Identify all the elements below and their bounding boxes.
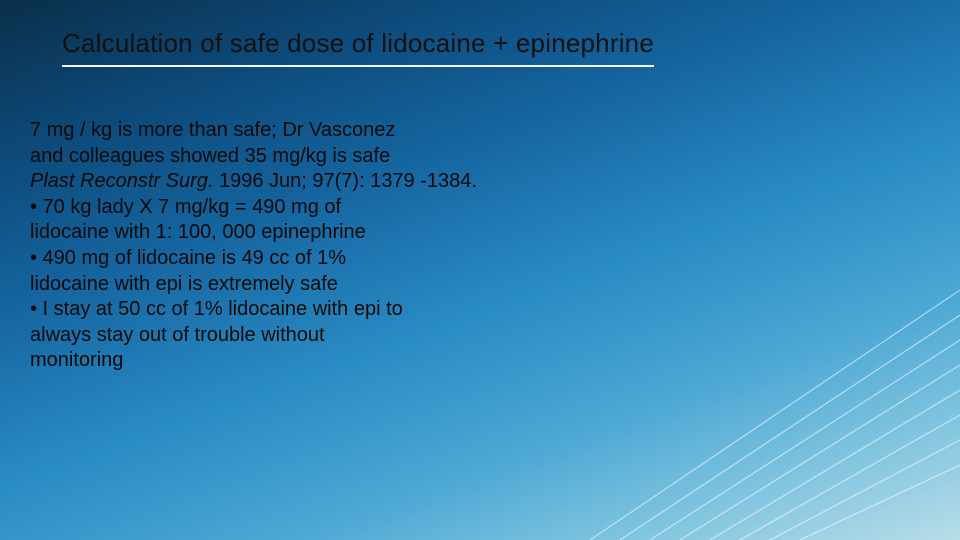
body-line: • 490 mg of lidocaine is 49 cc of 1% [30,246,550,272]
body-line: • I stay at 50 cc of 1% lidocaine with e… [30,297,550,323]
body-line: always stay out of trouble without [30,323,550,349]
body-line: 7 mg / kg is more than safe; Dr Vasconez [30,118,550,144]
body-line: Plast Reconstr Surg. 1996 Jun; 97(7): 13… [30,169,550,195]
body-line: lidocaine with 1: 100, 000 epinephrine [30,220,550,246]
slide-body: 7 mg / kg is more than safe; Dr Vasconez… [30,118,550,374]
body-line: • 70 kg lady X 7 mg/kg = 490 mg of [30,195,550,221]
body-line: monitoring [30,348,550,374]
body-line: and colleagues showed 35 mg/kg is safe [30,144,550,170]
body-line: lidocaine with epi is extremely safe [30,272,550,298]
corner-lines-decoration [530,220,960,540]
citation-rest: 1996 Jun; 97(7): 1379 -1384. [213,170,477,192]
title-underline [62,65,654,67]
slide-title: Calculation of safe dose of lidocaine + … [62,28,654,59]
slide: Calculation of safe dose of lidocaine + … [0,0,960,540]
citation-journal: Plast Reconstr Surg. [30,170,213,192]
